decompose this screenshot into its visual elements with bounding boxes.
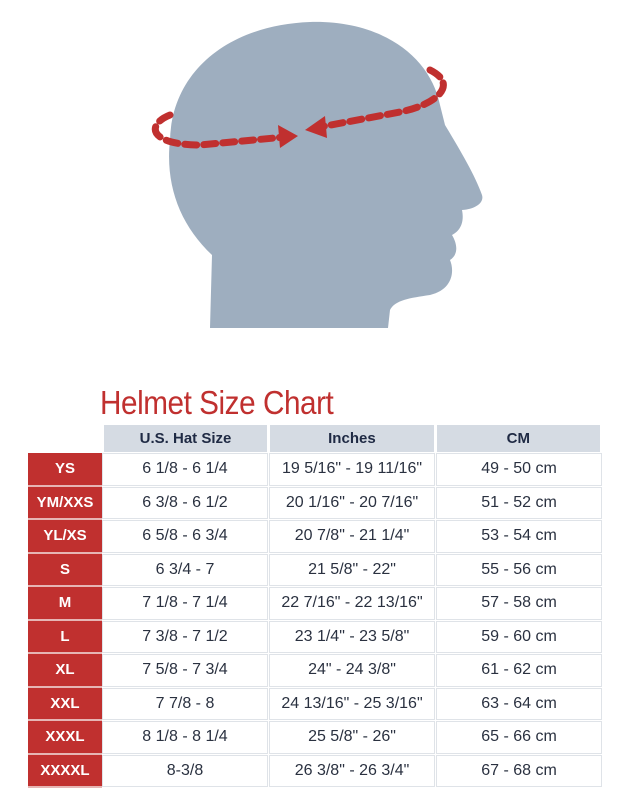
- size-label: XL: [28, 654, 102, 688]
- inches-cell: 25 5/8" - 26": [269, 721, 435, 754]
- hat-size-cell: 6 1/8 - 6 1/4: [102, 453, 268, 486]
- header-blank: [28, 425, 101, 453]
- chart-title: Helmet Size Chart: [100, 384, 334, 421]
- cm-cell: 49 - 50 cm: [436, 453, 602, 486]
- cm-cell: 63 - 64 cm: [436, 687, 602, 720]
- size-label: YM/XXS: [28, 486, 102, 520]
- table-row: YS 6 1/8 - 6 1/4 19 5/16" - 19 11/16" 49 - …: [28, 453, 603, 487]
- table-row: XL 7 5/8 - 7 3/4 24" - 24 3/8" 61 - 62 cm: [28, 654, 603, 688]
- table-row: XXXXL 8-3/8 26 3/8" - 26 3/4" 67 - 68 cm: [28, 754, 603, 788]
- inches-cell: 20 7/8" - 21 1/4": [269, 520, 435, 553]
- cm-cell: 59 - 60 cm: [436, 620, 602, 653]
- table-row: XXL 7 7/8 - 8 24 13/16" - 25 3/16" 63 - 64 …: [28, 687, 603, 721]
- hat-size-cell: 7 5/8 - 7 3/4: [102, 654, 268, 687]
- measuring-arrow-front: [316, 66, 447, 131]
- hat-size-cell: 8-3/8: [102, 754, 268, 787]
- inches-cell: 23 1/4" - 23 5/8": [269, 620, 435, 653]
- size-label: S: [28, 553, 102, 587]
- header-cm: CM: [436, 425, 600, 452]
- inches-cell: 26 3/8" - 26 3/4": [269, 754, 435, 787]
- inches-cell: 24 13/16" - 25 3/16": [269, 687, 435, 720]
- cm-cell: 53 - 54 cm: [436, 520, 602, 553]
- cm-cell: 61 - 62 cm: [436, 654, 602, 687]
- table-row: YM/XXS 6 3/8 - 6 1/2 20 1/16" - 20 7/16" 51…: [28, 486, 603, 520]
- cm-cell: 51 - 52 cm: [436, 486, 602, 519]
- hat-size-cell: 6 3/4 - 7: [102, 553, 268, 586]
- hat-size-cell: 7 1/8 - 7 1/4: [102, 587, 268, 620]
- hat-size-cell: 7 7/8 - 8: [102, 687, 268, 720]
- cm-cell: 67 - 68 cm: [436, 754, 602, 787]
- hat-size-cell: 6 5/8 - 6 3/4: [102, 520, 268, 553]
- size-label: L: [28, 620, 102, 654]
- header-hat-size: U.S. Hat Size: [103, 425, 268, 452]
- inches-cell: 24" - 24 3/8": [269, 654, 435, 687]
- size-label: YL/XS: [28, 520, 102, 554]
- cm-cell: 65 - 66 cm: [436, 721, 602, 754]
- cm-cell: 57 - 58 cm: [436, 587, 602, 620]
- head-circumference-illustration: [151, 21, 483, 328]
- size-table: U.S. Hat Size Inches CM YS 6 1/8 - 6 1/4 1…: [28, 425, 603, 788]
- table-row: XXXL 8 1/8 - 8 1/4 25 5/8" - 26" 65 - 66 cm: [28, 721, 603, 755]
- table-header-row: U.S. Hat Size Inches CM: [28, 425, 603, 453]
- size-label: XXL: [28, 687, 102, 721]
- head-silhouette: [169, 21, 483, 328]
- size-label: XXXL: [28, 721, 102, 755]
- measuring-arrow-back: [151, 111, 289, 149]
- size-label: YS: [28, 453, 102, 487]
- hat-size-cell: 8 1/8 - 8 1/4: [102, 721, 268, 754]
- arrow-head-icon: [278, 125, 298, 148]
- inches-cell: 21 5/8" - 22": [269, 553, 435, 586]
- arrow-head-icon: [305, 116, 327, 138]
- table-row: YL/XS 6 5/8 - 6 3/4 20 7/8" - 21 1/4" 53 - …: [28, 520, 603, 554]
- cm-cell: 55 - 56 cm: [436, 553, 602, 586]
- inches-cell: 19 5/16" - 19 11/16": [269, 453, 435, 486]
- hat-size-cell: 6 3/8 - 6 1/2: [102, 486, 268, 519]
- size-label: M: [28, 587, 102, 621]
- hat-size-cell: 7 3/8 - 7 1/2: [102, 620, 268, 653]
- inches-cell: 22 7/16" - 22 13/16": [269, 587, 435, 620]
- size-label: XXXXL: [28, 754, 102, 788]
- inches-cell: 20 1/16" - 20 7/16": [269, 486, 435, 519]
- header-inches: Inches: [270, 425, 434, 452]
